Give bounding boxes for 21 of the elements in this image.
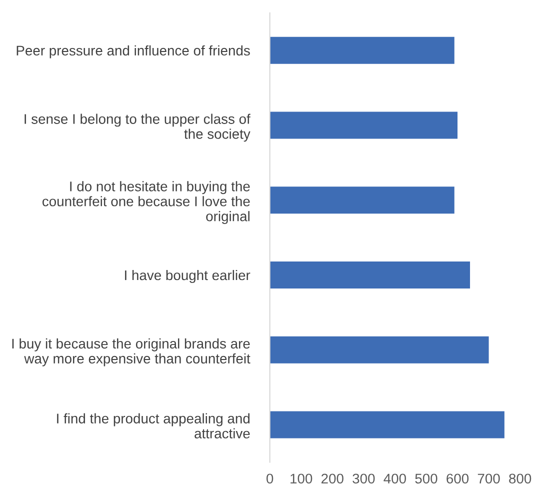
bar [270,112,458,139]
bar [270,186,454,214]
x-tick-label: 500 [415,474,438,484]
x-tick-label: 800 [509,474,532,484]
y-tick-label: Peer pressure and influence of friends [16,45,250,58]
y-tick-label: I find the product appealing and attractive [57,413,250,438]
x-tick-label: 700 [478,474,500,484]
y-tick-label: I sense I belong to the upper class of the society [24,114,250,142]
y-tick-label: I do not hesitate in buying the counterfeit one because I love the original [42,181,250,224]
y-tick-label: I have bought earlier [125,270,250,283]
x-tick-label: 100 [290,474,312,484]
y-tick-label: I buy it because the original brands are way more expensive than counterfeit [12,338,250,366]
x-tick-label: 600 [446,474,469,484]
x-tick-label: 300 [352,474,375,484]
bar [270,262,470,288]
x-tick-label: 200 [321,474,344,484]
x-tick-label: 400 [384,474,406,484]
bar [270,411,504,438]
bar [270,336,489,364]
x-tick-label: 0 [266,474,274,484]
bar [270,36,454,64]
